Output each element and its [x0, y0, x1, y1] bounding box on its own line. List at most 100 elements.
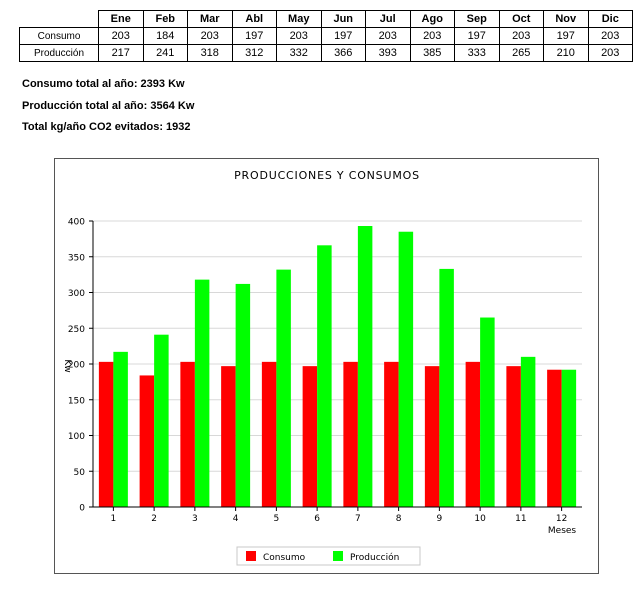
legend-swatch-consumo: [246, 551, 256, 561]
x-tick-label: 6: [314, 514, 320, 524]
x-tick-label: 5: [274, 514, 280, 524]
table-row: Producción 217 241 318 312 332 366 393 385 333 265…: [19, 44, 633, 62]
bar-consumo: [261, 361, 277, 507]
month-header: Mar: [187, 10, 233, 28]
table-cell: 393: [365, 44, 411, 62]
bar-produccion: [520, 356, 536, 507]
x-tick-label: 12: [556, 514, 567, 524]
x-tick-label: 7: [355, 514, 361, 524]
table-cell: 210: [543, 44, 589, 62]
legend-label-consumo: Consumo: [263, 553, 306, 563]
bar-produccion: [561, 369, 577, 507]
month-header: Ene: [98, 10, 144, 28]
y-tick-label: 300: [68, 289, 85, 299]
bar-produccion: [480, 317, 495, 507]
table-cell: 366: [320, 44, 366, 62]
table-cell: 333: [454, 44, 500, 62]
y-tick-label: 150: [68, 396, 85, 406]
x-tick-label: 4: [233, 514, 239, 524]
month-header: Oct: [498, 10, 544, 28]
bar-produccion: [235, 283, 251, 507]
bar-consumo: [343, 361, 358, 507]
row-label: Consumo: [19, 27, 99, 45]
bar-consumo: [384, 361, 399, 507]
x-tick-label: 1: [111, 514, 117, 524]
bar-consumo: [180, 361, 195, 507]
bar-consumo: [547, 369, 562, 507]
table-cell: 203: [587, 27, 633, 45]
table-cell: 197: [543, 27, 589, 45]
month-header: Sep: [454, 10, 500, 28]
bar-chart: PRODUCCIONES Y CONSUMOS 0 50 100 150 200 250 30…: [62, 169, 582, 566]
bar-consumo: [302, 366, 318, 507]
bar-produccion: [398, 231, 414, 507]
stat-co2: Total kg/año CO2 evitados: 1932: [22, 121, 191, 133]
y-tick-label: 250: [68, 325, 85, 335]
bar-produccion: [194, 279, 210, 507]
y-tick-label: 100: [68, 432, 85, 442]
table-cell: 197: [320, 27, 366, 45]
month-header: Ago: [409, 10, 455, 28]
table-header-row: Ene Feb Mar Abl May Jun Jul Ago Sep Oct Nov Dic: [20, 10, 633, 28]
month-header: Abl: [231, 10, 277, 28]
table-corner: [20, 11, 99, 28]
x-tick-label: 11: [515, 514, 526, 524]
y-tick-label: 400: [68, 218, 85, 228]
table-cell: 184: [142, 27, 188, 45]
table-cell: 203: [498, 27, 544, 45]
x-tick-label: 10: [474, 514, 486, 524]
table-cell: 203: [98, 27, 144, 45]
table-cell: 197: [454, 27, 500, 45]
table-cell: 203: [365, 27, 411, 45]
bar-consumo: [424, 366, 440, 507]
table-cell: 203: [409, 27, 455, 45]
table-row: Consumo 203 184 203 197 203 197 203 203 197 203 197…: [19, 27, 633, 45]
month-header: Feb: [142, 10, 188, 28]
row-label: Producción: [19, 44, 99, 62]
x-tick-label: 2: [151, 514, 157, 524]
bar-consumo: [221, 366, 236, 507]
y-axis-label: Kw: [62, 359, 72, 372]
table-cell: 203: [187, 27, 233, 45]
legend-label-produccion: Producción: [350, 552, 399, 563]
x-tick-label: 8: [396, 514, 402, 524]
bar-produccion: [357, 226, 373, 507]
y-tick-label: 50: [74, 468, 86, 478]
bar-consumo: [98, 361, 114, 507]
data-table: Ene Feb Mar Abl May Jun Jul Ago Sep Oct Nov Dic Con…: [19, 10, 633, 62]
month-header: Dic: [587, 10, 633, 28]
legend-box: [236, 546, 421, 566]
bar-produccion: [439, 268, 454, 507]
bar-produccion: [276, 269, 291, 507]
y-tick-label: 0: [79, 504, 85, 514]
bar-consumo: [139, 375, 155, 507]
month-header: Jul: [365, 10, 411, 28]
bar-produccion: [317, 245, 332, 507]
table-cell: 312: [231, 44, 277, 62]
chart-title: PRODUCCIONES Y CONSUMOS: [234, 169, 420, 182]
table-cell: 241: [142, 44, 188, 62]
stat-consumo: Consumo total al año: 2393 Kw: [22, 78, 185, 90]
legend-swatch-produccion: [333, 551, 343, 561]
table-cell: 318: [187, 44, 233, 62]
bar-consumo: [465, 361, 481, 507]
month-header: Nov: [543, 10, 589, 28]
month-header: May: [276, 10, 322, 28]
bar-produccion: [154, 334, 169, 507]
y-tick-label: 200: [68, 361, 85, 371]
table-cell: 197: [231, 27, 277, 45]
bar-produccion: [113, 351, 128, 507]
table-cell: 203: [587, 44, 633, 62]
y-tick-label: 350: [68, 253, 85, 263]
chart-panel: PRODUCCIONES Y CONSUMOS 0 50 100 150 200 250 30…: [54, 158, 599, 574]
table-cell: 203: [276, 27, 322, 45]
month-header: Jun: [320, 10, 366, 28]
stat-produccion: Producción total al año: 3564 Kw: [22, 100, 195, 112]
table-cell: 332: [276, 44, 322, 62]
bar-consumo: [506, 366, 521, 507]
table-cell: 217: [98, 44, 144, 62]
x-tick-label: 3: [192, 514, 198, 524]
x-tick-label: 9: [437, 514, 443, 524]
x-axis-label: Meses: [548, 526, 577, 536]
table-cell: 385: [409, 44, 455, 62]
